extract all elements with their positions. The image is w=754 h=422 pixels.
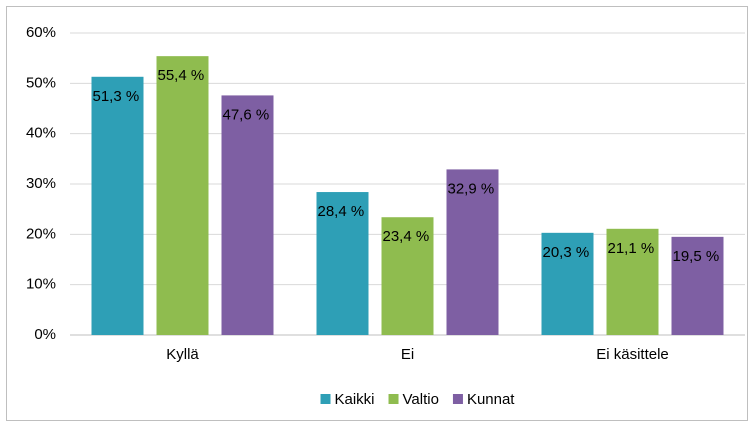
- legend-label: Valtio: [403, 391, 439, 408]
- data-label: 55,4 %: [158, 67, 205, 84]
- legend-label: Kaikki: [335, 391, 375, 408]
- y-tick-label: 60%: [26, 24, 56, 41]
- data-label: 32,9 %: [448, 180, 495, 197]
- data-label: 23,4 %: [383, 228, 430, 245]
- bar: [671, 236, 724, 335]
- y-tick-label: 20%: [26, 225, 56, 242]
- bar: [316, 192, 369, 335]
- bar: [541, 232, 594, 335]
- legend-swatch: [320, 394, 331, 404]
- y-tick-label: 40%: [26, 125, 56, 142]
- x-tick-label: Ei käsittele: [596, 346, 669, 363]
- legend-label: Kunnat: [467, 391, 515, 408]
- data-label: 47,6 %: [223, 106, 270, 123]
- legend-swatch: [452, 394, 463, 404]
- data-label: 19,5 %: [673, 248, 720, 265]
- bar: [606, 228, 659, 335]
- x-tick-label: Kyllä: [166, 346, 199, 363]
- data-label: 28,4 %: [318, 203, 365, 220]
- bar: [156, 56, 209, 336]
- y-tick-label: 50%: [26, 74, 56, 91]
- data-label: 51,3 %: [93, 88, 140, 105]
- x-tick-label: Ei: [401, 346, 414, 363]
- bar: [91, 76, 144, 335]
- data-label: 20,3 %: [543, 244, 590, 261]
- data-label: 21,1 %: [608, 240, 655, 257]
- bar: [446, 169, 499, 335]
- bar: [221, 95, 274, 335]
- y-tick-label: 0%: [34, 326, 56, 343]
- y-tick-label: 30%: [26, 175, 56, 192]
- bar: [381, 217, 434, 335]
- legend-swatch: [388, 394, 399, 404]
- y-tick-label: 10%: [26, 276, 56, 293]
